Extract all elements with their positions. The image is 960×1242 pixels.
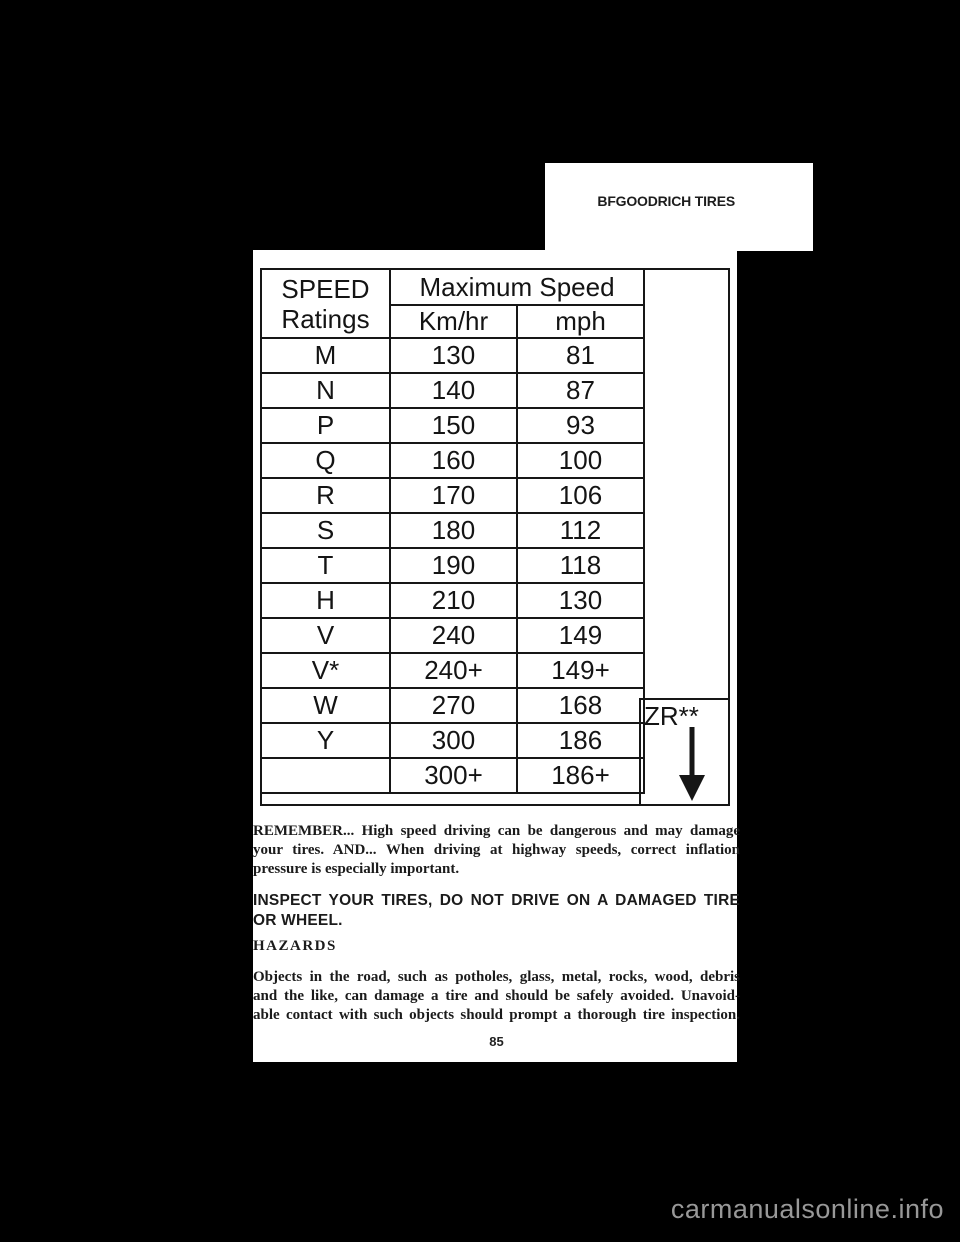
table-cell: V* [260,652,391,689]
header-band: BFGOODRICH TIRES [545,163,813,251]
table-cell: 130 [389,337,518,374]
table-cell: 118 [516,547,645,584]
table-row: P 150 93 [260,407,645,444]
running-header: BFGOODRICH TIRES [597,193,735,209]
table-row: M 130 81 [260,337,645,374]
table-cell: 149 [516,617,645,654]
table-cell: P [260,407,391,444]
max-speed-header-cell: Maximum Speed [389,268,645,306]
table-cell: 170 [389,477,518,514]
speed-ratings-header-line2: Ratings [281,303,370,334]
table-cell: 300 [389,722,518,759]
table-cell: 140 [389,372,518,409]
table-cell [260,757,391,794]
table-subheader-row: Km/hr mph [261,304,645,339]
table-cell: 149+ [516,652,645,689]
table-row: Y 300 186 [260,722,645,759]
hazards-heading: HAZARDS [253,938,337,954]
inspect-heading: INSPECT YOUR TIRES, DO NOT DRIVE ON A DA… [253,891,740,930]
remember-paragraph: REMEMBER... High speed driving can be da… [253,822,740,879]
table-header-row: SPEED Ratings Maximum Speed [260,268,645,339]
paragraph-line: pressure is especially important. [253,861,460,877]
table-cell: Y [260,722,391,759]
table-cell: M [260,337,391,374]
table-cell: S [260,512,391,549]
table-cell: 93 [516,407,645,444]
table-row: R 170 106 [260,477,645,514]
zr-rating-cell: ZR** [639,698,728,804]
table-row: V 240 149 [260,617,645,654]
watermark: carmanualsonline.info [670,1194,944,1224]
table-cell: 186+ [516,757,645,794]
paragraph-line: Objects in the road, such as potholes, g… [253,969,740,985]
table-cell: 130 [516,582,645,619]
heading-line: OR WHEEL. [253,911,343,929]
table-cell: N [260,372,391,409]
table-cell: 186 [516,722,645,759]
table-row: V* 240+ 149+ [260,652,645,689]
table-cell: Q [260,442,391,479]
page-number: 85 [489,1034,504,1049]
table-cell: V [260,617,391,654]
down-arrow-icon [679,727,705,801]
paragraph-line: your tires. AND... When driving at highw… [253,842,740,858]
table-row: H 210 130 [260,582,645,619]
table-cell: 240 [389,617,518,654]
mph-header-cell: mph [516,304,645,339]
table-cell: 190 [389,547,518,584]
kmh-header-cell: Km/hr [389,304,518,339]
table-cell: 81 [516,337,645,374]
table-cell: H [260,582,391,619]
table-cell: 240+ [389,652,518,689]
heading-line: INSPECT YOUR TIRES, DO NOT DRIVE ON A DA… [253,892,740,909]
table-cell: 106 [516,477,645,514]
speed-ratings-header-cell: SPEED Ratings [260,268,391,339]
table-cell: T [260,547,391,584]
table-row: N 140 87 [260,372,645,409]
table-cell: W [260,687,391,724]
table-row: S 180 112 [260,512,645,549]
table-cell: 180 [389,512,518,549]
table-cell: 150 [389,407,518,444]
table-cell: 100 [516,442,645,479]
zr-label: ZR** [644,701,699,731]
table-cell: 210 [389,582,518,619]
table-cell: 112 [516,512,645,549]
table-row: 300+ 186+ [260,757,645,794]
table-row: T 190 118 [260,547,645,584]
table-cell: 87 [516,372,645,409]
speed-ratings-header-line1: SPEED [281,273,370,304]
hazards-paragraph: Objects in the road, such as potholes, g… [253,968,740,1025]
speed-table-body: M 130 81 N 140 87 P 150 93 Q 160 100 R 170 106 S 180 112 T… [260,337,645,794]
paragraph-line: able contact with such objects should pr… [253,1007,740,1023]
table-row: Q 160 100 [260,442,645,479]
table-cell: 168 [516,687,645,724]
table-cell: 300+ [389,757,518,794]
paragraph-line: REMEMBER... High speed driving can be da… [253,823,740,839]
table-cell: 270 [389,687,518,724]
table-cell: 160 [389,442,518,479]
table-row: W 270 168 [260,687,645,724]
paragraph-line: and the like, can damage a tire and shou… [253,988,740,1004]
table-cell: R [260,477,391,514]
